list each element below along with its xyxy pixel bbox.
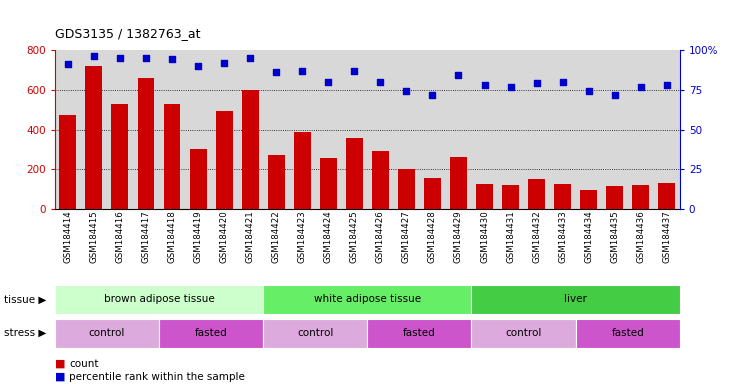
Point [583,88,594,94]
Point [244,55,256,61]
Point [219,60,230,66]
Text: percentile rank within the sample: percentile rank within the sample [69,372,246,382]
Bar [502,185,519,209]
Text: GSM184434: GSM184434 [584,210,593,263]
Bar [319,159,337,209]
Bar [398,169,415,209]
Point [88,53,99,60]
Point [661,82,673,88]
Text: control: control [505,328,542,338]
Point [192,63,204,69]
Point [349,68,360,74]
Bar [346,137,363,209]
Point [557,79,569,85]
Point [609,91,621,98]
Text: GSM184427: GSM184427 [402,210,411,263]
Text: count: count [69,359,99,369]
Text: GSM184422: GSM184422 [272,210,281,263]
Text: GSM184435: GSM184435 [610,210,619,263]
Text: GSM184433: GSM184433 [558,210,567,263]
Point [531,80,542,86]
Text: GSM184419: GSM184419 [194,210,202,263]
Text: control: control [297,328,333,338]
Point [296,68,308,74]
Point [374,79,386,85]
Bar [86,66,102,209]
Text: stress ▶: stress ▶ [4,328,46,338]
Text: GSM184414: GSM184414 [64,210,72,263]
Text: GSM184420: GSM184420 [219,210,229,263]
Point [166,56,178,63]
Text: GSM184430: GSM184430 [480,210,489,263]
Text: GSM184418: GSM184418 [167,210,176,263]
Text: GSM184417: GSM184417 [142,210,151,263]
Text: fasted: fasted [194,328,227,338]
Point [322,79,334,85]
Text: GSM184429: GSM184429 [454,210,463,263]
Text: GSM184432: GSM184432 [532,210,541,263]
Text: GSM184428: GSM184428 [428,210,437,263]
Point [62,61,74,67]
Text: control: control [88,328,125,338]
Point [504,83,516,89]
Text: GSM184423: GSM184423 [298,210,307,263]
Bar [424,179,441,209]
Point [401,88,412,94]
Text: GDS3135 / 1382763_at: GDS3135 / 1382763_at [55,27,200,40]
Bar [659,184,675,209]
Point [114,55,126,61]
Point [427,91,439,98]
Bar [216,111,232,209]
Text: fasted: fasted [611,328,644,338]
Bar [59,115,76,209]
Bar [632,185,649,209]
Text: GSM184437: GSM184437 [662,210,671,263]
Text: white adipose tissue: white adipose tissue [314,294,421,305]
Bar [268,154,284,209]
Bar [554,184,571,209]
Text: GSM184424: GSM184424 [324,210,333,263]
Bar [450,157,467,209]
Bar [476,184,493,209]
Point [635,83,647,89]
Text: liver: liver [564,294,587,305]
Point [479,82,491,88]
Point [270,69,282,75]
Text: GSM184431: GSM184431 [506,210,515,263]
Text: GSM184416: GSM184416 [115,210,124,263]
Point [140,55,152,61]
Text: GSM184421: GSM184421 [246,210,254,263]
Bar [606,186,624,209]
Bar [294,132,311,209]
Bar [189,149,207,209]
Text: brown adipose tissue: brown adipose tissue [104,294,214,305]
Bar [580,190,597,209]
Text: GSM184436: GSM184436 [636,210,645,263]
Bar [372,151,389,209]
Text: ■: ■ [55,372,65,382]
Text: GSM184425: GSM184425 [350,210,359,263]
Bar [528,179,545,209]
Bar [111,104,129,209]
Bar [137,78,154,209]
Text: GSM184426: GSM184426 [376,210,385,263]
Bar [164,104,181,209]
Point [452,72,464,78]
Text: fasted: fasted [403,328,436,338]
Bar [242,90,259,209]
Text: tissue ▶: tissue ▶ [4,294,46,305]
Text: GSM184415: GSM184415 [89,210,99,263]
Text: ■: ■ [55,359,65,369]
